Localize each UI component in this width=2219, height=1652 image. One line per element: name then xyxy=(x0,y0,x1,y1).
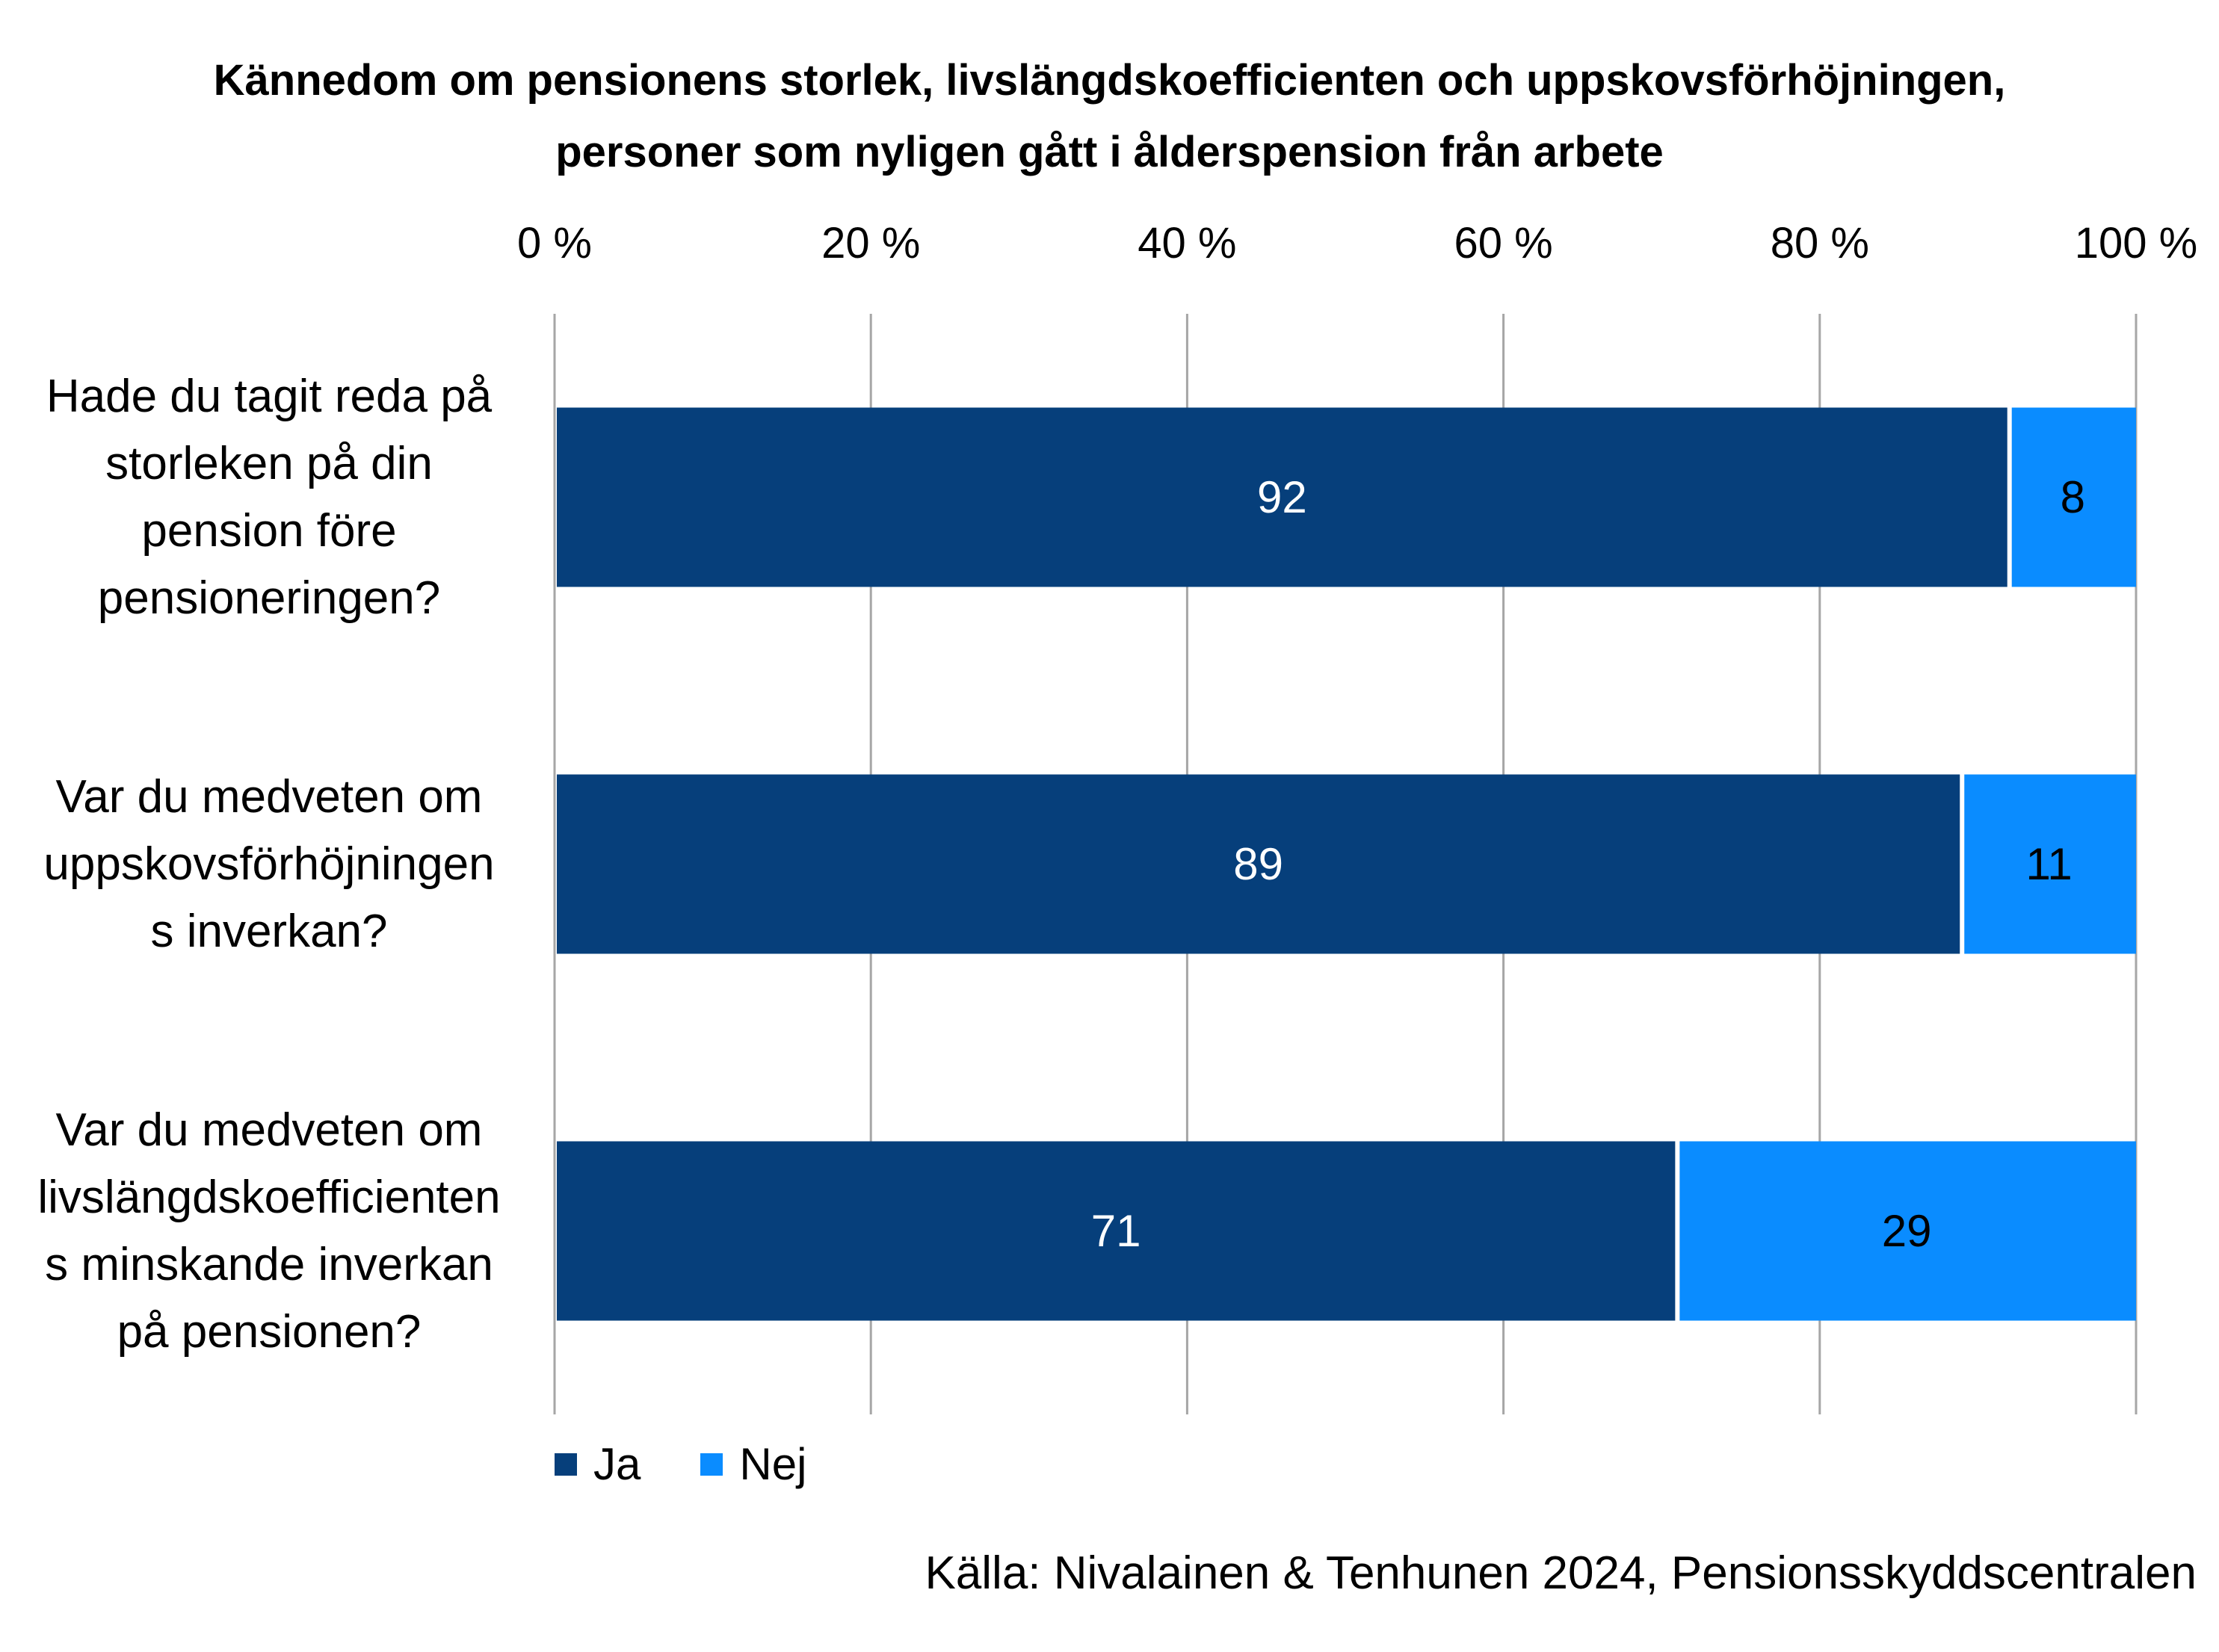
bar-ja-2 xyxy=(557,774,1960,954)
x-tick-label: 100 % xyxy=(2075,219,2197,267)
legend-item-nej: Nej xyxy=(700,1438,806,1490)
value-labels: 92 8 89 11 71 29 xyxy=(1091,472,2085,1256)
category-labels: Hade du tagit reda på storleken på din pen… xyxy=(37,371,500,1358)
category-label-line: på pensionen? xyxy=(117,1306,422,1358)
bar-nej-1 xyxy=(2011,407,2136,587)
category-label-line: storleken på din xyxy=(105,438,433,489)
chart-title-line-1: Kännedom om pensionens storlek, livsläng… xyxy=(213,56,2006,105)
category-label-line: s inverkan? xyxy=(150,906,387,957)
category-label-line: livslängdskoefficienten xyxy=(37,1172,500,1223)
bar-ja-1 xyxy=(557,407,2007,587)
x-tick-label: 60 % xyxy=(1454,219,1552,267)
bar-nej-3 xyxy=(1679,1141,2136,1321)
bar-nej-2 xyxy=(1964,774,2136,954)
category-label-line: Var du medveten om xyxy=(56,771,483,823)
value-label-nej-2: 11 xyxy=(2025,839,2072,889)
legend-item-ja: Ja xyxy=(555,1438,641,1490)
source-note: Källa: Nivalainen & Tenhunen 2024, Pensi… xyxy=(925,1547,2197,1599)
x-axis-ticks: 0 % 20 % 40 % 60 % 80 % 100 % xyxy=(517,219,2197,267)
x-tick-label: 80 % xyxy=(1771,219,1869,267)
chart-title: Kännedom om pensionens storlek, livsläng… xyxy=(0,45,2219,188)
legend-label-nej: Nej xyxy=(739,1439,807,1489)
legend: Ja Nej xyxy=(555,1438,866,1490)
value-label-ja-3: 71 xyxy=(1091,1206,1141,1256)
category-label-line: uppskovsförhöjningen xyxy=(43,838,494,890)
value-label-nej-3: 29 xyxy=(1882,1206,1932,1256)
bars xyxy=(557,407,2136,1321)
x-tick-label: 20 % xyxy=(821,219,920,267)
category-label-line: s minskande inverkan xyxy=(45,1239,493,1290)
legend-label-ja: Ja xyxy=(593,1439,641,1489)
category-label-line: pensioneringen? xyxy=(98,572,441,624)
x-tick-label: 40 % xyxy=(1138,219,1236,267)
value-label-nej-1: 8 xyxy=(2061,472,2085,522)
x-tick-label: 0 % xyxy=(517,219,592,267)
bar-ja-3 xyxy=(557,1141,1676,1321)
chart-title-line-2: personer som nyligen gått i ålderspensio… xyxy=(555,128,1664,176)
value-label-ja-1: 92 xyxy=(1257,472,1307,522)
category-label-line: pension före xyxy=(141,505,396,557)
category-label-line: Var du medveten om xyxy=(56,1104,483,1156)
value-label-ja-2: 89 xyxy=(1233,839,1283,889)
legend-swatch-ja xyxy=(555,1453,577,1476)
category-label-line: Hade du tagit reda på xyxy=(46,371,493,422)
legend-swatch-nej xyxy=(700,1453,723,1476)
